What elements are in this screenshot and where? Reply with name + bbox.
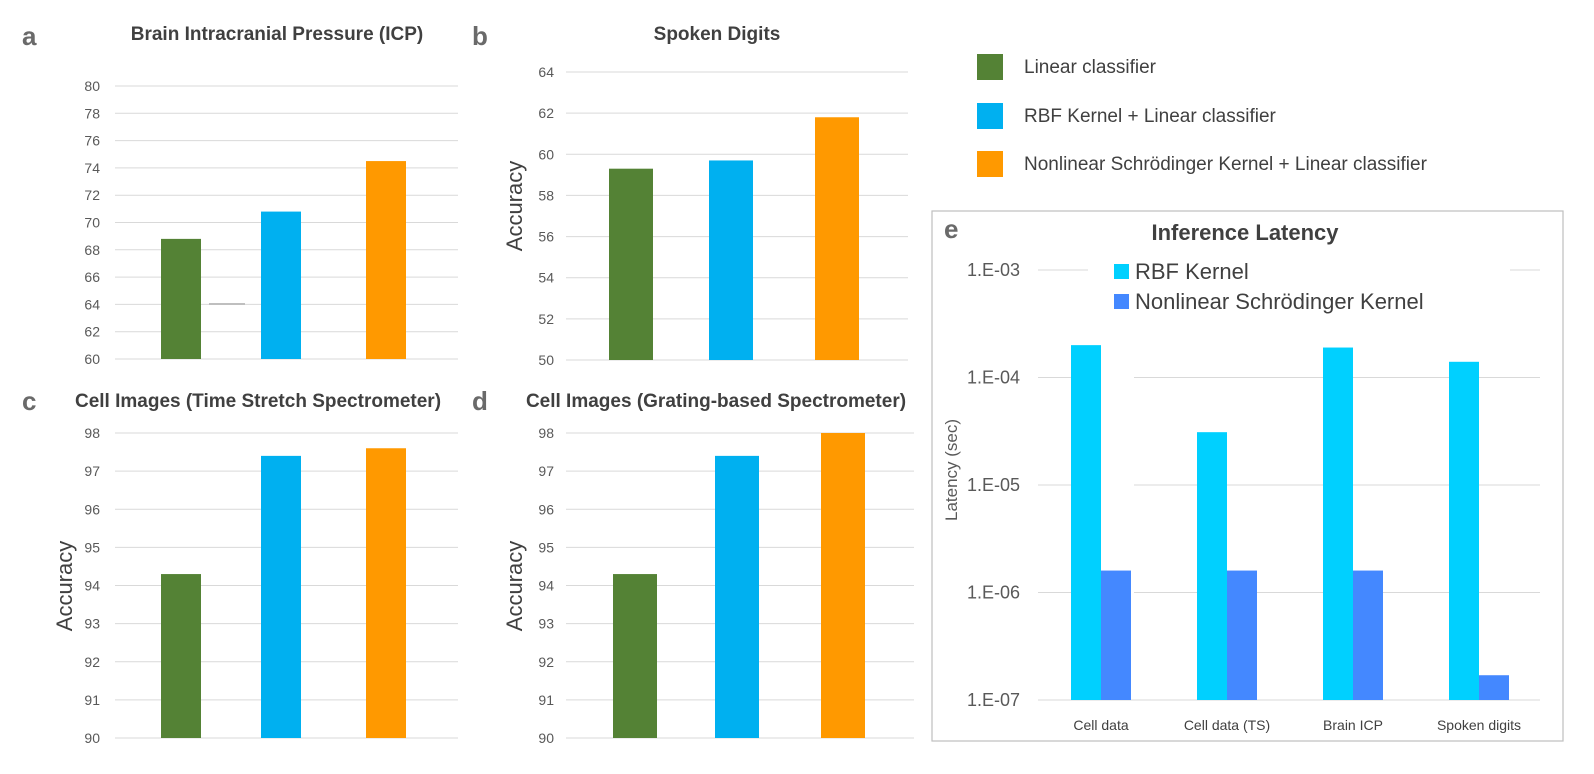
legend-swatch-nls [977,151,1003,177]
panel-b-y-tick-label: 52 [538,311,554,327]
panel-c-bar-3 [366,448,406,738]
panel-e-legend-label-rbf: RBF Kernel [1135,259,1249,284]
panel-e-y-tick-label: 1.E-06 [967,583,1020,603]
panel-d-y-tick-label: 94 [538,578,554,594]
panel-e-legend: RBF Kernel Nonlinear Schrödinger Kernel [1114,259,1424,314]
panel-e-x-tick-label: Spoken digits [1437,717,1521,733]
panel-d-y-tick-label: 98 [538,425,554,441]
panel-e-legend-swatch-nls [1114,294,1129,309]
legend-label-linear: Linear classifier [1024,57,1157,78]
panel-a-bar-2 [261,211,301,359]
panel-a-y-tick-label: 60 [84,351,100,367]
panel-e-title: Inference Latency [1151,220,1339,245]
panel-a-y-tick-label: 68 [84,242,100,258]
panel-b-y-tick-label: 54 [538,270,554,286]
panel-d-y-tick-label: 97 [538,463,554,479]
panel-e-bar-nls-1 [1101,570,1131,700]
panel-d-bar-3 [821,433,865,738]
panel-e-y-tick-label: 1.E-07 [967,690,1020,710]
panel-e-plot: 1.E-07 1.E-06 1.E-05 1.E-04 1.E-03 Cell data C… [967,260,1540,733]
panel-letter-a: a [22,21,37,51]
panel-letter-c: c [22,386,36,416]
panel-a-y-tick-label: 76 [84,133,100,149]
panel-e-x-tick-label: Cell data [1073,717,1128,733]
panel-c-y-tick-label: 93 [84,616,100,632]
panel-e-y-tick-label: 1.E-04 [967,368,1020,388]
panel-a-y-tick-label: 78 [84,105,100,121]
panel-c-y-tick-label: 90 [84,730,100,746]
panel-e-bar-nls-3 [1353,570,1383,700]
panel-e-x-tick-label: Brain ICP [1323,717,1383,733]
panel-a-y-tick-label: 66 [84,269,100,285]
panel-a-y-tick-label: 64 [84,296,100,312]
panel-letter-d: d [472,386,488,416]
panel-b-y-tick-label: 50 [538,352,554,368]
panel-e-bar-rbf-2 [1197,432,1227,700]
legend: Linear classifier RBF Kernel + Linear cl… [977,54,1428,177]
panel-a-y-tick-label: 70 [84,215,100,231]
panel-c-y-axis-label: Accuracy [52,541,77,631]
panel-a-bar-3 [366,161,406,359]
panel-b-plot: 50 52 54 56 58 60 62 64 [538,64,908,368]
panel-e-bar-rbf-3 [1323,347,1353,700]
panel-e-y-axis-label: Latency (sec) [942,419,961,521]
panel-c-y-tick-label: 96 [84,501,100,517]
panel-letter-e: e [944,214,958,244]
panel-b-y-axis-label: Accuracy [502,161,527,251]
panel-b-bar-1 [609,168,653,360]
panel-e-y-tick-label: 1.E-05 [967,475,1020,495]
panel-a-title: Brain Intracranial Pressure (ICP) [131,24,424,45]
panel-c-y-tick-label: 97 [84,463,100,479]
panel-e-y-tick-label: 1.E-03 [967,260,1020,280]
panel-a-y-tick-label: 80 [84,78,100,94]
panel-b-bar-3 [815,117,859,360]
panel-e-bar-nls-2 [1227,570,1257,700]
panel-e-legend-swatch-rbf [1114,264,1129,279]
panel-d-y-tick-label: 91 [538,692,554,708]
panel-c-y-tick-label: 91 [84,692,100,708]
panel-d-y-tick-label: 93 [538,616,554,632]
legend-swatch-linear [977,54,1003,80]
panel-d-y-tick-label: 96 [538,501,554,517]
panel-b-y-tick-label: 56 [538,229,554,245]
legend-label-nls: Nonlinear Schrödinger Kernel + Linear cl… [1024,154,1428,175]
panel-a-bar-1 [161,238,201,359]
panel-d-y-axis-label: Accuracy [502,541,527,631]
panel-b-y-tick-label: 58 [538,187,554,203]
panel-a-plot: 60 62 64 66 68 70 72 74 76 78 80 [84,78,458,367]
panel-c-plot: 90 91 92 93 94 95 96 97 98 [84,425,458,746]
panel-d-bar-1 [613,574,657,738]
panel-d-bar-2 [715,455,759,738]
panel-d-title: Cell Images (Grating-based Spectrometer) [526,391,906,412]
panel-c-y-tick-label: 95 [84,539,100,555]
panel-c-y-tick-label: 92 [84,654,100,670]
panel-e-bar-rbf-4 [1449,361,1479,700]
panel-c-bar-1 [161,574,201,738]
panel-b-title: Spoken Digits [654,24,781,45]
panel-b-y-tick-label: 62 [538,105,554,121]
panel-c-y-tick-label: 98 [84,425,100,441]
panel-c-bar-2 [261,455,301,738]
panel-e-frame [931,210,1564,742]
panel-d-y-tick-label: 95 [538,539,554,555]
panel-c-title: Cell Images (Time Stretch Spectrometer) [75,391,441,412]
panel-d-y-tick-label: 90 [538,730,554,746]
panel-d-plot: 90 91 92 93 94 95 96 97 98 [538,425,914,746]
panel-e-legend-label-nls: Nonlinear Schrödinger Kernel [1135,289,1424,314]
panel-e-bar-rbf-1 [1071,345,1101,700]
panel-b-y-tick-label: 64 [538,64,554,80]
panel-d-y-tick-label: 92 [538,654,554,670]
panel-a-y-tick-label: 72 [84,187,100,203]
legend-swatch-rbf [977,103,1003,129]
panel-c-y-tick-label: 94 [84,578,100,594]
panel-e-bar-nls-4 [1479,675,1509,700]
panel-e-x-tick-label: Cell data (TS) [1184,717,1270,733]
panel-b-y-tick-label: 60 [538,146,554,162]
panel-letter-b: b [472,21,488,51]
legend-label-rbf: RBF Kernel + Linear classifier [1024,106,1277,127]
panel-b-bar-2 [709,160,753,360]
panel-a-y-tick-label: 74 [84,160,100,176]
panel-a-y-tick-label: 62 [84,324,100,340]
